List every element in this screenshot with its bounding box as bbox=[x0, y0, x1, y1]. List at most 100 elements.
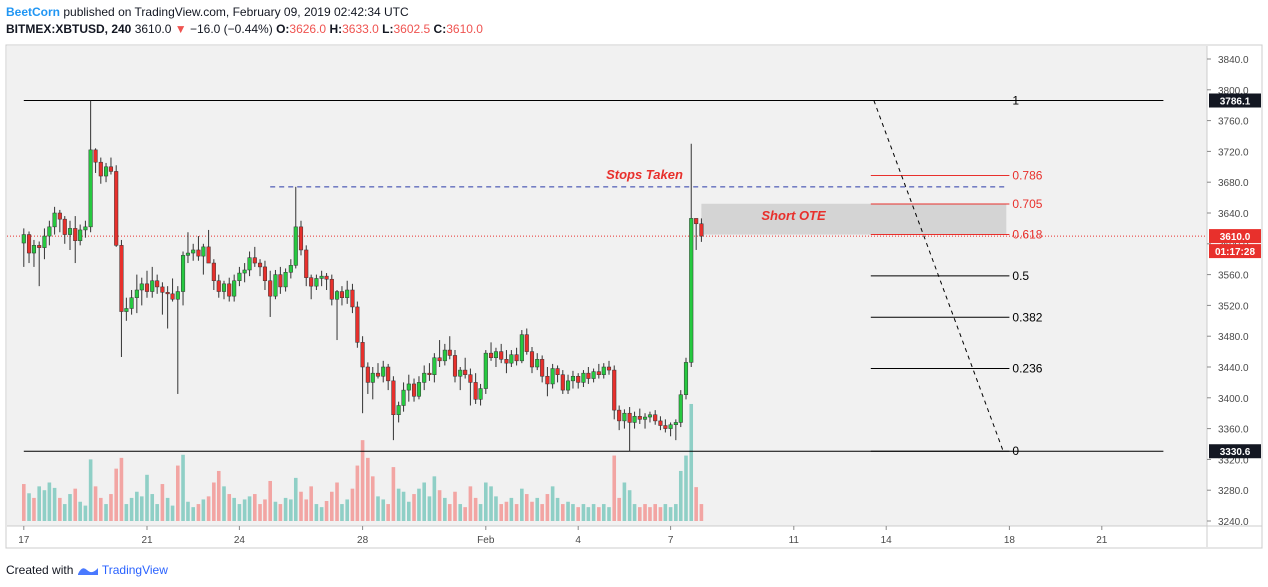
volume-bar bbox=[309, 486, 313, 521]
volume-bar bbox=[227, 494, 232, 521]
price-tick-label: 3680.0 bbox=[1218, 178, 1249, 189]
volume-bar bbox=[181, 454, 185, 521]
volume-bar bbox=[668, 507, 673, 521]
volume-bar bbox=[366, 457, 370, 521]
volume-bar bbox=[88, 459, 93, 521]
candle-body bbox=[699, 223, 704, 237]
candle-body bbox=[478, 388, 483, 400]
symbol-legend: BITMEX:XBTUSD, 240 3610.0 ▼ −16.0 (−0.44… bbox=[6, 22, 483, 36]
volume-bar bbox=[684, 455, 688, 521]
volume-bar bbox=[561, 504, 565, 521]
candle-body bbox=[257, 262, 263, 268]
volume-bar bbox=[401, 491, 406, 521]
price-tick-label: 3840.0 bbox=[1218, 55, 1249, 66]
candle-body bbox=[103, 166, 109, 177]
volume-bar bbox=[370, 476, 375, 521]
candle-body bbox=[180, 255, 186, 292]
volume-bar bbox=[160, 484, 165, 521]
candle-body bbox=[632, 416, 637, 423]
price-tick-label: 3440.0 bbox=[1218, 363, 1249, 374]
candle-body bbox=[653, 414, 658, 422]
volume-bar bbox=[196, 504, 201, 521]
tradingview-brand[interactable]: TradingView bbox=[101, 563, 168, 577]
candle-body bbox=[581, 372, 586, 383]
tradingview-logo-icon bbox=[77, 563, 102, 577]
volume-bar bbox=[222, 486, 226, 521]
volume-bar bbox=[530, 501, 534, 521]
candle-body bbox=[689, 218, 694, 363]
volume-bar bbox=[216, 470, 221, 521]
candle-body bbox=[668, 424, 673, 429]
candle-body bbox=[185, 252, 191, 256]
time-tick-label: 14 bbox=[881, 535, 893, 546]
volume-bar bbox=[114, 468, 118, 521]
fib-level-label: 0.5 bbox=[1012, 269, 1029, 283]
candle-body bbox=[78, 229, 83, 241]
time-tick-label: 21 bbox=[1096, 535, 1108, 546]
price-label-text: 3330.6 bbox=[1220, 447, 1251, 458]
volume-bar bbox=[150, 494, 155, 521]
volume-bar bbox=[524, 494, 529, 521]
candle-body bbox=[683, 362, 689, 395]
candle-body bbox=[524, 334, 529, 352]
fib-level-label: 0.382 bbox=[1012, 310, 1042, 324]
time-axis[interactable]: 17 21 24 28 Feb 4 7 11 14 18 21 bbox=[18, 526, 1108, 546]
down-arrow-icon: ▼ bbox=[174, 22, 187, 36]
fib-level-label: 1 bbox=[1012, 94, 1019, 108]
price-tick-label: 3720.0 bbox=[1218, 147, 1249, 158]
author-name[interactable]: BeetCorn bbox=[6, 5, 61, 19]
time-tick-label: 17 bbox=[18, 535, 30, 546]
volume-bar bbox=[319, 507, 324, 521]
volume-bar bbox=[145, 474, 149, 521]
candle-body bbox=[396, 405, 401, 415]
candle-body bbox=[432, 357, 437, 375]
fib-trend-line bbox=[873, 100, 1004, 452]
candle-body bbox=[627, 412, 632, 423]
volume-bar bbox=[176, 465, 180, 521]
volume-bar bbox=[99, 497, 103, 521]
candle-body bbox=[550, 368, 555, 385]
candle-body bbox=[201, 246, 206, 257]
volume-bar bbox=[191, 507, 195, 521]
candle-body bbox=[663, 425, 668, 429]
candle-body bbox=[370, 372, 375, 383]
volume-bar bbox=[535, 497, 540, 521]
volume-bar bbox=[412, 494, 416, 521]
price-label-text: 3610.0 bbox=[1220, 232, 1251, 243]
volume-bar bbox=[632, 504, 637, 521]
candle-body bbox=[452, 355, 458, 377]
volume-bar bbox=[293, 477, 298, 521]
volume-bar bbox=[458, 504, 463, 521]
volume-bar bbox=[581, 504, 586, 521]
volume-bar bbox=[396, 488, 401, 521]
price-tick-label: 3480.0 bbox=[1218, 332, 1249, 343]
candle-body bbox=[242, 269, 247, 274]
candle-body bbox=[42, 235, 47, 248]
candle-body bbox=[47, 226, 52, 237]
candle-body bbox=[678, 394, 683, 423]
candle-body bbox=[334, 291, 340, 300]
volume-bar bbox=[617, 497, 621, 521]
candle-body bbox=[98, 161, 103, 177]
volume-bar bbox=[155, 504, 159, 521]
candle-body bbox=[62, 218, 67, 235]
volume-bar bbox=[212, 482, 216, 521]
candle-body bbox=[401, 389, 406, 406]
volume-bar bbox=[489, 486, 493, 521]
published-text: published on TradingView.com, February 0… bbox=[63, 5, 409, 19]
candle-body bbox=[206, 246, 211, 264]
last-price: 3610.0 bbox=[134, 22, 172, 36]
candle-body bbox=[57, 212, 62, 220]
candle-body bbox=[309, 277, 314, 287]
candle-body bbox=[83, 226, 88, 231]
candle-body bbox=[360, 342, 365, 368]
volume-bar bbox=[571, 504, 575, 521]
candle-body bbox=[365, 366, 370, 383]
volume-bar bbox=[514, 504, 519, 521]
time-tick-label: 24 bbox=[234, 535, 246, 546]
volume-bar bbox=[68, 494, 72, 521]
candle-body bbox=[31, 245, 37, 254]
candle-body bbox=[468, 374, 473, 383]
volume-bar bbox=[340, 504, 344, 521]
